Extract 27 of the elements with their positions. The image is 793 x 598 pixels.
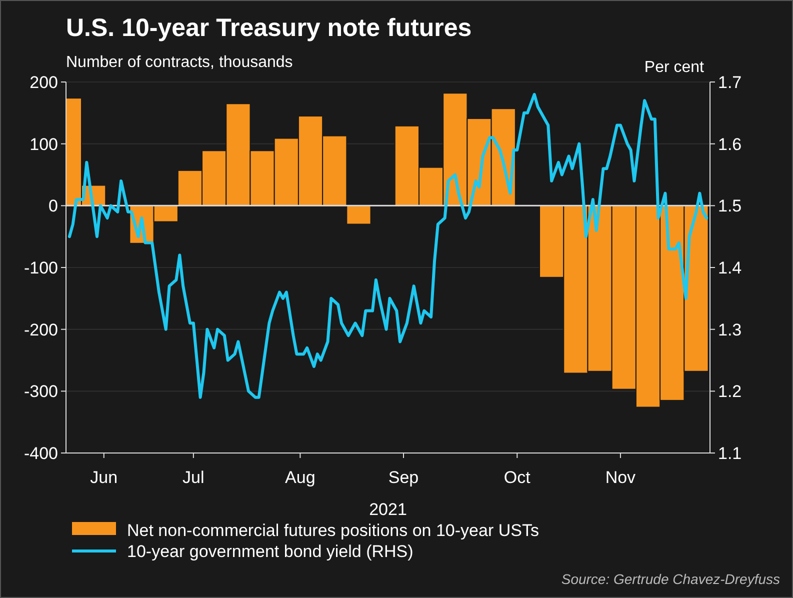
legend-label: Net non-commercial futures positions on 10-year USTs — [127, 520, 539, 540]
y-tick-label: 0 — [48, 196, 58, 216]
y-tick-label: -400 — [24, 444, 58, 463]
y-axis-title: Number of contracts, thousands — [66, 54, 293, 71]
x-tick-label: Sep — [388, 468, 419, 487]
x-axis-title: 2021 — [369, 500, 407, 519]
source-note: Source: Gertrude Chavez-Dreyfuss — [561, 571, 780, 587]
y2-tick-label: 1.3 — [718, 320, 742, 340]
y2-tick-label: 1.4 — [718, 258, 742, 278]
y2-tick-label: 1.5 — [718, 196, 742, 216]
x-tick-label: Oct — [504, 468, 531, 487]
y2-tick-label: 1.6 — [718, 134, 742, 154]
legend-label: 10-year government bond yield (RHS) — [127, 542, 414, 561]
x-tick-label: Nov — [605, 468, 636, 487]
y-tick-label: -300 — [24, 382, 58, 402]
y2-tick-label: 1.2 — [718, 382, 742, 402]
y2-tick-label: 1.7 — [718, 72, 742, 92]
x-tick-label: Jul — [182, 468, 204, 487]
y-tick-label: -200 — [24, 320, 58, 340]
y-tick-label: 100 — [30, 134, 58, 154]
y-tick-label: -100 — [24, 258, 58, 278]
x-tick-label: Jun — [90, 468, 118, 487]
x-tick-label: Aug — [285, 468, 316, 487]
chart-title: U.S. 10-year Treasury note futures — [66, 14, 472, 42]
y-tick-label: 200 — [30, 72, 58, 92]
y2-axis-title: Per cent — [644, 59, 705, 76]
y2-tick-label: 1.1 — [718, 444, 742, 463]
